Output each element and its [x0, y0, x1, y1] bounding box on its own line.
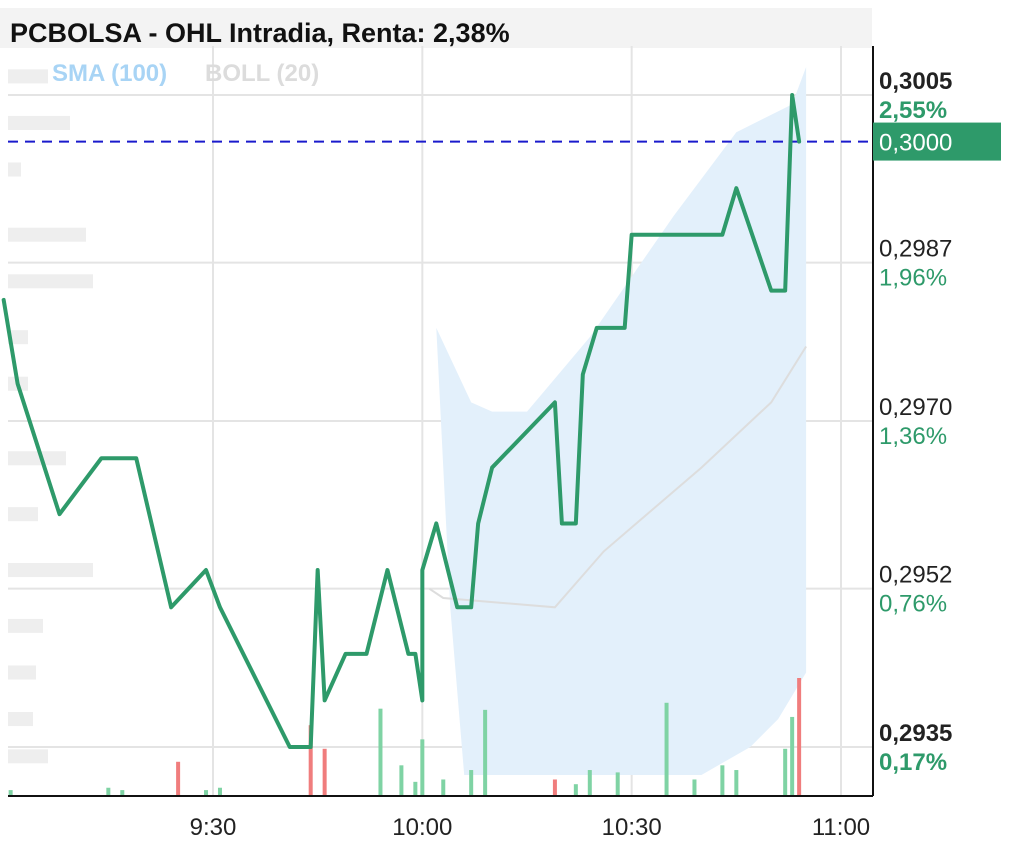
y-tick-label: 0,3005 — [879, 68, 952, 95]
x-tick-label: 10:30 — [602, 814, 662, 841]
volume-profile-bar — [8, 507, 38, 522]
volume-bar — [106, 787, 111, 796]
volume-bar — [790, 716, 795, 796]
volume-bar — [483, 709, 488, 796]
chart-title: PCBOLSA - OHL Intradia, Renta: 2,38% — [10, 18, 510, 48]
volume-bar — [399, 765, 404, 796]
legend-item-sma: SMA (100) — [52, 60, 167, 87]
price-series — [1, 93, 802, 749]
volume-bar — [573, 784, 578, 796]
axes — [8, 46, 874, 797]
y-tick-percent: 2,55% — [879, 97, 947, 124]
volume-bar — [204, 790, 209, 796]
volume-bar — [441, 779, 446, 796]
y-tick-percent: 0,17% — [879, 749, 947, 776]
volume-bar — [734, 770, 739, 796]
volume-profile — [8, 69, 93, 764]
volume-bar — [378, 708, 383, 796]
volume-bar — [120, 790, 125, 796]
volume-profile-bar — [8, 749, 48, 764]
volume-profile-bar — [8, 451, 66, 466]
bollinger-middle-line — [428, 345, 807, 609]
volume-bar — [469, 770, 474, 796]
volume-bar — [615, 772, 620, 796]
y-tick-label: 0,2970 — [879, 394, 952, 421]
volume-profile-bar — [8, 618, 43, 633]
volume-profile-bar — [8, 115, 70, 130]
volume-bar — [308, 725, 313, 796]
y-tick-label: 0,2987 — [879, 236, 952, 263]
volume-profile-bar — [8, 227, 86, 242]
y-tick-label: 0,2952 — [879, 562, 952, 589]
volume-bar — [8, 790, 13, 796]
title-bar: PCBOLSA - OHL Intradia, Renta: 2,38% — [0, 8, 872, 48]
volume-profile-bar — [8, 563, 93, 578]
x-tick-label: 10:00 — [392, 814, 452, 841]
volume-profile-bar — [8, 162, 21, 177]
y-tick-percent: 1,36% — [879, 423, 947, 450]
volume-bar — [322, 748, 327, 796]
volume-bar — [587, 770, 592, 796]
volume-profile-bar — [8, 712, 33, 727]
bollinger-band — [428, 67, 807, 775]
volume-profile-bar — [8, 274, 93, 289]
volume-bar — [217, 787, 222, 796]
x-tick-label: 9:30 — [190, 814, 237, 841]
volume-bar — [420, 739, 425, 796]
current-price-badge — [873, 122, 1001, 161]
volume-profile-bar — [8, 665, 36, 680]
volume-bar — [720, 765, 725, 796]
volume-bar — [664, 702, 669, 796]
x-tick-label: 11:00 — [812, 814, 870, 841]
legend-item-boll: BOLL (20) — [205, 60, 319, 87]
volume-bars — [8, 678, 802, 796]
volume-profile-bar — [8, 69, 48, 84]
volume-bar — [552, 779, 557, 796]
current-price-label: 0,3000 — [879, 130, 952, 157]
price-line — [1, 93, 802, 749]
y-tick-percent: 0,76% — [879, 591, 947, 618]
legend: SMA (100) BOLL (20) — [52, 60, 319, 87]
x-axis-labels: 9:30 10:00 10:30 11:00 — [190, 814, 871, 841]
y-axis-labels: 0,30052,55%0,29871,96%0,29701,36%0,29520… — [873, 68, 1001, 776]
volume-bar — [176, 761, 181, 796]
y-tick-percent: 1,96% — [879, 265, 947, 292]
volume-profile-bar — [8, 330, 28, 345]
bollinger-band-area — [436, 67, 807, 775]
volume-bar — [797, 678, 802, 796]
volume-bar — [413, 781, 418, 796]
y-tick-label: 0,2935 — [879, 720, 952, 747]
volume-bar — [692, 779, 697, 796]
volume-bar — [783, 748, 788, 796]
